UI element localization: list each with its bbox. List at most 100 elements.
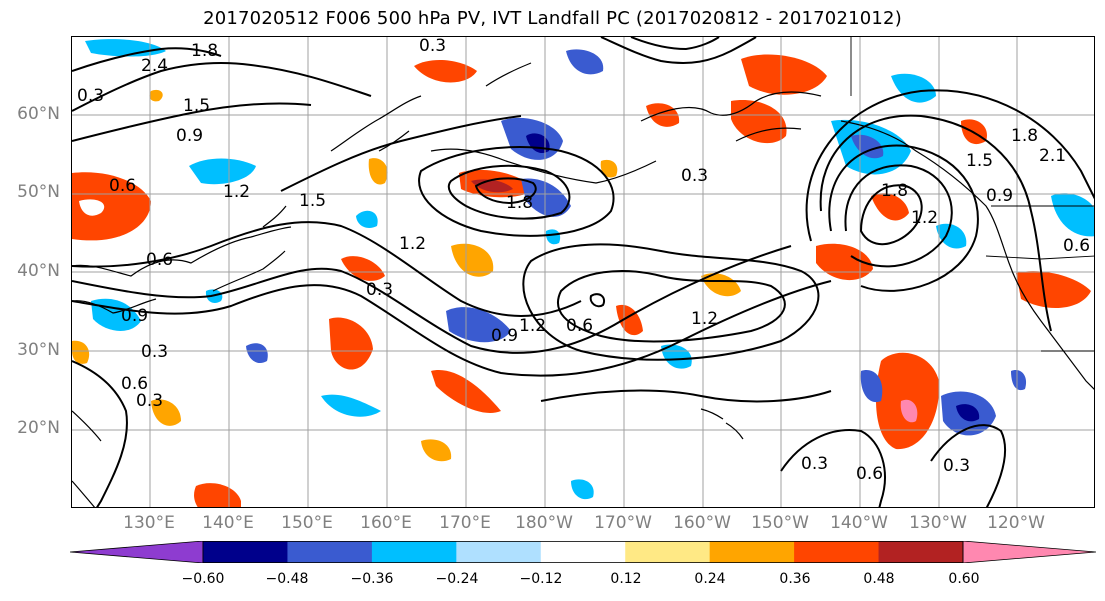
coastline-kamchatka <box>330 95 422 152</box>
contour-label: 1.8 <box>191 41 218 61</box>
lat-label-60n: 60°N <box>17 104 60 124</box>
shade-blob <box>900 399 918 423</box>
contour-label: 1.2 <box>911 208 938 228</box>
coastline-japan <box>212 205 287 292</box>
map-canvas: 2.4 1.8 0.3 0.9 1.5 0.6 1.2 1.5 1.8 1.2 … <box>72 37 1094 507</box>
lon-label-140w: 140°W <box>830 513 888 533</box>
lon-label-150w: 150°W <box>751 513 809 533</box>
contour-label: 0.6 <box>566 316 593 336</box>
contour-line <box>72 245 792 354</box>
contour-label: 0.3 <box>943 456 970 476</box>
colorbar-segment <box>625 541 711 563</box>
contour-label: 0.3 <box>366 280 393 300</box>
contour-label: 2.1 <box>1039 146 1066 166</box>
shade-blob <box>421 439 452 462</box>
contour-line <box>72 62 372 112</box>
contour-line <box>630 37 720 51</box>
shade-blob <box>149 89 163 102</box>
colorbar-segment <box>371 541 457 563</box>
shade-blob <box>936 223 967 249</box>
contour-label: 0.3 <box>681 166 708 186</box>
shade-blob <box>731 100 787 144</box>
contour-label: 0.6 <box>146 250 173 270</box>
colorbar-tick-label: −0.48 <box>265 571 309 587</box>
colorbar-segment <box>709 541 795 563</box>
contour-line <box>805 89 1094 242</box>
coastline-northamerica <box>840 120 1094 390</box>
colorbar-segment <box>878 541 964 563</box>
shade-blob <box>329 317 373 370</box>
lat-label-20n: 20°N <box>17 418 60 438</box>
shade-blob <box>321 394 381 417</box>
contour-line <box>859 184 923 246</box>
lon-label-180w: 180°W <box>515 513 573 533</box>
shade-blob <box>189 158 256 185</box>
contour-label: 1.5 <box>299 191 326 211</box>
shade-blob <box>446 307 511 343</box>
country-borders <box>850 37 1094 352</box>
shade-blob <box>414 59 477 83</box>
coastlines <box>72 62 1094 507</box>
lon-label-130e: 130°E <box>123 513 175 533</box>
contour-label: 0.3 <box>801 454 828 474</box>
shade-blob <box>860 370 883 403</box>
shade-blob <box>1051 193 1094 237</box>
shade-blob <box>451 243 494 277</box>
contour-label: 0.6 <box>121 374 148 394</box>
contour-line <box>780 429 886 507</box>
pv-shading <box>72 39 1094 507</box>
contour-label: 0.3 <box>136 391 163 411</box>
colorbar-tick-label: −0.12 <box>519 571 563 587</box>
shade-blob <box>871 193 909 221</box>
shade-blob <box>368 158 388 185</box>
shade-blob <box>246 343 268 364</box>
contour-label: 1.8 <box>506 193 533 213</box>
colorbar-tick-label: 0.48 <box>863 571 895 587</box>
lon-label-150e: 150°E <box>281 513 333 533</box>
colorbar-extend-low <box>70 541 204 563</box>
contour-line <box>72 221 582 317</box>
contour-line <box>930 424 1007 507</box>
shade-blob <box>616 304 643 336</box>
shade-blob <box>851 134 884 159</box>
contour-line <box>522 243 820 361</box>
shade-blob <box>741 54 827 95</box>
shade-blob <box>341 256 385 281</box>
shade-blob <box>891 73 936 103</box>
contour-label: 1.8 <box>1011 126 1038 146</box>
lon-label-160e: 160°E <box>360 513 412 533</box>
colorbar-tick-label: 0.60 <box>948 571 980 587</box>
contour-label: 0.3 <box>141 342 168 362</box>
contour-line <box>844 164 953 268</box>
shade-blob <box>151 399 181 426</box>
colorbar-extend-high <box>962 541 1096 563</box>
contour-label: 0.6 <box>856 464 883 484</box>
contour-label: 1.8 <box>881 181 908 201</box>
contour-label: 0.9 <box>986 186 1013 206</box>
lat-label-50n: 50°N <box>17 182 60 202</box>
contour-label: 0.3 <box>419 37 446 56</box>
contour-line <box>540 389 832 403</box>
lon-label-160w: 160°W <box>673 513 731 533</box>
lon-label-170w: 170°W <box>594 513 652 533</box>
contour-line <box>280 115 522 192</box>
contour-label: 1.2 <box>519 316 546 336</box>
colorbar-segment <box>540 541 626 563</box>
contour-line <box>474 177 537 205</box>
lon-label-140e: 140°E <box>202 513 254 533</box>
colorbar-tick-label: 0.12 <box>610 571 642 587</box>
shade-blob <box>701 273 741 297</box>
contour-line <box>72 47 222 72</box>
contour-label: 0.9 <box>491 326 518 346</box>
colorbar-segment <box>794 541 880 563</box>
contour-label: 0.9 <box>176 126 203 146</box>
border-line <box>985 255 1094 260</box>
contour-label: 0.9 <box>121 306 148 326</box>
contour-label: 0.6 <box>1063 236 1090 256</box>
lon-label-130w: 130°W <box>909 513 967 533</box>
contour-label: 0.6 <box>109 176 136 196</box>
contour-label-group: 2.4 1.8 0.3 0.9 1.5 0.6 1.2 1.5 1.8 1.2 … <box>77 37 1090 484</box>
colorbar-tick-label: −0.36 <box>350 571 394 587</box>
contour-label: 2.4 <box>141 56 168 76</box>
colorbar-tick-label: −0.60 <box>181 571 225 587</box>
